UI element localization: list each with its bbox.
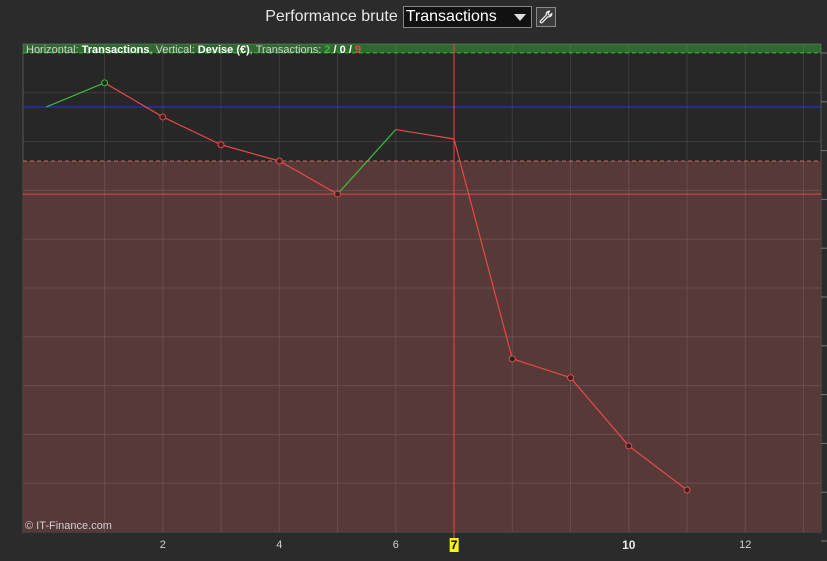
metric-select[interactable]: Transactions bbox=[402, 6, 532, 28]
series-segment bbox=[512, 358, 571, 379]
series-segment bbox=[337, 129, 397, 195]
series-segment bbox=[628, 445, 688, 491]
series-segment bbox=[570, 377, 630, 447]
wrench-icon[interactable] bbox=[535, 7, 556, 27]
data-point bbox=[334, 190, 342, 198]
series-segment bbox=[104, 82, 164, 118]
series-segment bbox=[278, 160, 338, 195]
neutral-count: 0 bbox=[339, 44, 346, 56]
series-segment bbox=[395, 128, 455, 140]
separator: / bbox=[345, 44, 355, 56]
x-tick-label: 4 bbox=[276, 539, 283, 551]
data-point bbox=[275, 157, 283, 165]
vertical-value: Devise (€) bbox=[197, 44, 250, 56]
data-point bbox=[683, 486, 691, 494]
series-segment bbox=[46, 82, 105, 108]
vertical-label: , Vertical: bbox=[149, 44, 198, 56]
horizontal-value: Transactions bbox=[81, 44, 150, 56]
data-point bbox=[567, 374, 575, 382]
chart-header: Performance brute Transactions bbox=[0, 0, 827, 34]
x-tick-label: 7 bbox=[449, 538, 459, 552]
x-tick-label: 12 bbox=[739, 539, 752, 551]
data-point bbox=[217, 141, 225, 149]
x-tick-label: 10 bbox=[622, 538, 636, 552]
metric-select-value: Transactions bbox=[405, 8, 497, 25]
chevron-down-icon[interactable] bbox=[509, 7, 531, 27]
chart-info-line: Horizontal: Transactions, Vertical: Devi… bbox=[26, 44, 361, 56]
data-point bbox=[159, 113, 167, 121]
copyright-credit: © IT-Finance.com bbox=[25, 520, 112, 532]
x-tick-label: 2 bbox=[159, 539, 166, 551]
x-tick-label: 6 bbox=[392, 539, 399, 551]
separator: / bbox=[330, 44, 340, 56]
chart-title: Performance brute bbox=[265, 8, 398, 25]
data-point bbox=[625, 442, 633, 450]
transactions-label: , Transactions: bbox=[249, 44, 325, 56]
top-band bbox=[23, 44, 821, 53]
data-point bbox=[101, 79, 109, 87]
wins-count: 2 bbox=[324, 44, 331, 56]
series-segment bbox=[220, 144, 280, 162]
series-segment bbox=[453, 138, 513, 359]
data-point bbox=[508, 355, 516, 363]
losses-count: 9 bbox=[354, 44, 362, 56]
horizontal-label: Horizontal: bbox=[26, 44, 82, 56]
series-segment bbox=[162, 116, 222, 146]
loss-zone bbox=[23, 161, 821, 532]
